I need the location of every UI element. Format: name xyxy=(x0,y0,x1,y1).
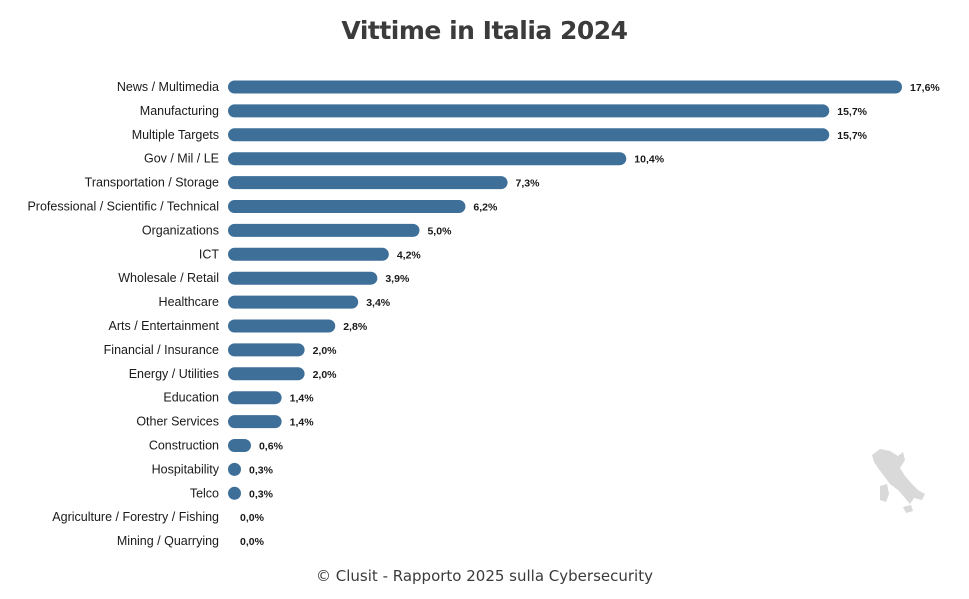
value-label: 1,4% xyxy=(290,393,315,405)
category-label: News / Multimedia xyxy=(117,80,219,94)
value-label: 0,3% xyxy=(249,488,274,500)
category-label: Organizations xyxy=(142,223,219,237)
category-label: Multiple Targets xyxy=(132,128,219,142)
bar xyxy=(228,271,378,285)
category-label: Education xyxy=(163,391,219,405)
category-label: Other Services xyxy=(136,415,219,429)
category-label: Manufacturing xyxy=(140,104,219,118)
value-label: 17,6% xyxy=(910,82,940,94)
value-label: 0,0% xyxy=(240,512,265,524)
category-label: Energy / Utilities xyxy=(129,367,219,381)
value-label: 3,9% xyxy=(385,273,410,285)
bar xyxy=(228,343,305,357)
bar xyxy=(228,486,241,500)
bar xyxy=(228,319,336,333)
value-label: 6,2% xyxy=(473,202,498,214)
bar xyxy=(228,247,389,261)
bar xyxy=(228,152,627,166)
bar xyxy=(228,128,830,142)
category-label: Hospitability xyxy=(152,462,220,476)
footer-credit: © Clusit - Rapporto 2025 sulla Cybersecu… xyxy=(316,567,653,585)
value-label: 2,0% xyxy=(313,345,338,357)
bar xyxy=(228,104,830,118)
bar xyxy=(228,391,282,405)
value-label: 0,0% xyxy=(240,536,265,548)
category-label: ICT xyxy=(199,247,220,261)
value-label: 0,6% xyxy=(259,441,284,453)
category-label: Telco xyxy=(190,486,219,500)
category-label: Construction xyxy=(149,439,219,453)
category-label: Gov / Mil / LE xyxy=(144,152,219,166)
category-label: Wholesale / Retail xyxy=(118,271,219,285)
italy-map-icon xyxy=(872,449,925,513)
value-label: 0,3% xyxy=(249,464,274,476)
chart-title: Vittime in Italia 2024 xyxy=(341,16,628,45)
category-label: Professional / Scientific / Technical xyxy=(27,200,219,214)
category-label: Financial / Insurance xyxy=(104,343,219,357)
bar xyxy=(228,415,282,429)
value-label: 5,0% xyxy=(427,225,452,237)
value-label: 2,0% xyxy=(313,369,338,381)
category-label: Arts / Entertainment xyxy=(109,319,220,333)
bar xyxy=(228,200,466,213)
bar xyxy=(228,462,241,476)
value-label: 1,4% xyxy=(290,417,315,429)
value-label: 15,7% xyxy=(837,106,867,118)
bar xyxy=(228,295,359,309)
value-label: 15,7% xyxy=(837,130,867,142)
category-label: Mining / Quarrying xyxy=(117,534,219,548)
bar xyxy=(228,439,251,452)
value-label: 7,3% xyxy=(516,178,541,190)
bar xyxy=(228,367,305,381)
category-label: Agriculture / Forestry / Fishing xyxy=(52,510,219,524)
value-label: 10,4% xyxy=(634,154,664,166)
category-label: Healthcare xyxy=(159,295,219,309)
value-label: 3,4% xyxy=(366,297,391,309)
value-label: 2,8% xyxy=(343,321,368,333)
bar xyxy=(228,80,902,94)
bar xyxy=(228,223,420,237)
value-label: 4,2% xyxy=(397,249,422,261)
category-label: Transportation / Storage xyxy=(85,176,219,190)
bar xyxy=(228,176,508,190)
